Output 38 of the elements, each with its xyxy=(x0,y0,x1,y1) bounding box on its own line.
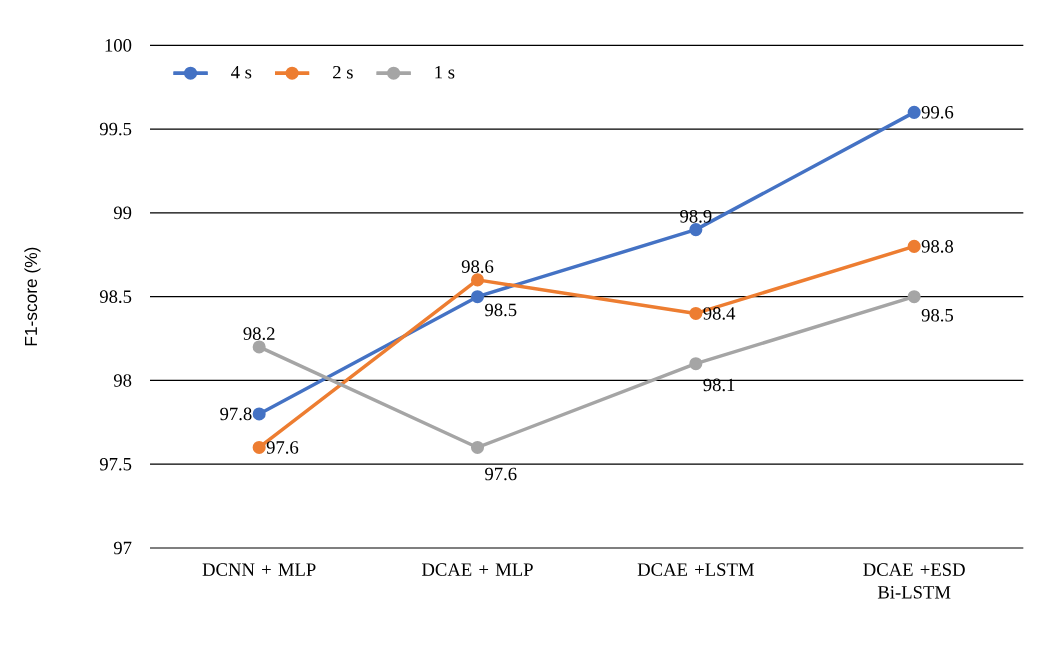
y-tick-label: 97 xyxy=(113,541,132,555)
point xyxy=(252,340,266,354)
y-axis-title: F1-score (%) xyxy=(24,247,41,346)
data-label: 97.6 xyxy=(485,467,517,481)
data-label: 99.6 xyxy=(921,106,954,119)
point xyxy=(252,440,266,454)
x-tick-label: DCAE + MLP xyxy=(421,563,533,576)
y-tick-label: 99 xyxy=(113,206,132,220)
data-label: 98.9 xyxy=(680,210,712,223)
legend-label: 2 s xyxy=(333,66,353,79)
point xyxy=(470,273,485,287)
data-label: 98.8 xyxy=(921,240,954,253)
y-tick-label: 97.5 xyxy=(99,457,132,471)
point xyxy=(252,407,266,421)
point xyxy=(907,290,921,304)
y-tick-label: 99.5 xyxy=(99,122,132,136)
point xyxy=(689,306,703,320)
point xyxy=(907,239,921,253)
legend-label: 1 s xyxy=(435,66,455,79)
x-tick-label: DCNN + MLP xyxy=(202,563,316,576)
legend-label: 4 s xyxy=(231,66,252,79)
data-label: 98.5 xyxy=(921,308,954,322)
x-tick-label: DCAE +ESD Bi-LSTM xyxy=(863,563,965,599)
data-label: 98.2 xyxy=(243,327,275,340)
data-label: 98.5 xyxy=(485,303,517,317)
data-label: 97.6 xyxy=(266,441,299,454)
y-tick-label: 100 xyxy=(105,39,132,52)
data-label: 98.4 xyxy=(703,307,736,320)
y-tick-label: 98 xyxy=(113,374,132,387)
point xyxy=(689,223,703,237)
point xyxy=(470,290,485,304)
y-tick-label: 98.5 xyxy=(99,290,132,303)
x-tick-label: DCAE +LSTM xyxy=(637,563,754,576)
data-label: 97.8 xyxy=(220,407,252,421)
point xyxy=(470,440,485,454)
point xyxy=(907,105,921,119)
point xyxy=(689,357,703,371)
data-label: 98.6 xyxy=(461,260,494,273)
